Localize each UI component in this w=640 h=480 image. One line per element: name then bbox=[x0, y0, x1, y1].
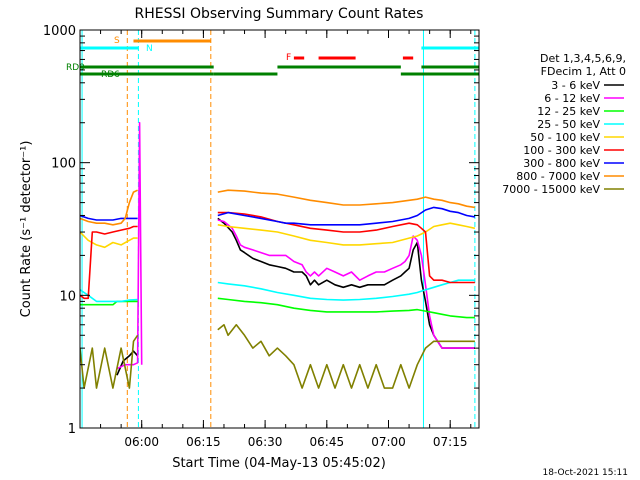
series-7-seg-1 bbox=[217, 189, 476, 209]
chart-title: RHESSI Observing Summary Count Rates bbox=[135, 6, 424, 22]
series-4-seg-1 bbox=[217, 222, 476, 246]
legend-label-0: 3 - 6 keV bbox=[551, 79, 600, 92]
series-6-seg-0 bbox=[80, 214, 138, 221]
flag-label-rd9: RD9 bbox=[66, 63, 85, 73]
series-8-seg-0 bbox=[80, 334, 139, 389]
series-1-seg-0 bbox=[116, 121, 143, 370]
series-2-seg-1 bbox=[217, 297, 475, 319]
plot-frame bbox=[79, 29, 480, 429]
flag-label-f: F bbox=[286, 53, 291, 63]
series-0-seg-1 bbox=[217, 217, 475, 349]
x-tick-label-0: 06:00 bbox=[124, 435, 159, 449]
timestamp: 18-Oct-2021 15:11 bbox=[543, 468, 628, 478]
legend-label-1: 6 - 12 keV bbox=[544, 92, 600, 105]
y-axis-ticks: 1 10 100 1000 bbox=[43, 24, 479, 437]
legend-label-8: 7000 - 15000 keV bbox=[502, 183, 600, 196]
flag-label-rd6: RD6 bbox=[101, 70, 120, 80]
legend-label-7: 800 - 7000 keV bbox=[516, 170, 600, 183]
legend-label-4: 50 - 100 keV bbox=[530, 131, 600, 144]
y-tick-label-2: 100 bbox=[51, 157, 76, 172]
legend-header-0: Det 1,3,4,5,6,9, bbox=[540, 52, 626, 65]
y-tick-label-3: 1000 bbox=[43, 24, 76, 39]
flag-label-s: S bbox=[114, 36, 120, 46]
series-5-seg-0 bbox=[80, 225, 138, 300]
y-tick-label-0: 1 bbox=[68, 422, 76, 437]
series-0-seg-0 bbox=[116, 350, 139, 376]
flag-label-n: N bbox=[146, 44, 153, 54]
legend: Det 1,3,4,5,6,9,FDecim 1, Att 03 - 6 keV… bbox=[502, 52, 626, 196]
legend-label-3: 25 - 50 keV bbox=[537, 118, 600, 131]
x-axis-ticks: 06:00 06:15 06:30 06:45 07:00 07:15 bbox=[79, 30, 472, 449]
x-tick-label-1: 06:15 bbox=[186, 435, 221, 449]
series-8-seg-1 bbox=[217, 323, 475, 389]
x-tick-label-5: 07:15 bbox=[433, 435, 468, 449]
x-tick-label-4: 07:00 bbox=[371, 435, 406, 449]
series-7-seg-0 bbox=[80, 189, 138, 226]
x-tick-label-2: 06:30 bbox=[248, 435, 283, 449]
legend-label-5: 100 - 300 keV bbox=[523, 144, 600, 157]
plot-data bbox=[80, 30, 476, 428]
x-axis-label: Start Time (04-May-13 05:45:02) bbox=[172, 456, 386, 471]
mode-flags: S N F RD9 RD6 bbox=[66, 36, 479, 80]
legend-label-2: 12 - 25 keV bbox=[537, 105, 600, 118]
y-axis-label: Count Rate (s⁻¹ detector⁻¹) bbox=[19, 141, 34, 318]
series-3-seg-1 bbox=[217, 279, 475, 301]
series-1-seg-1 bbox=[217, 219, 475, 349]
series-3-seg-0 bbox=[80, 289, 138, 303]
x-tick-label-3: 06:45 bbox=[310, 435, 345, 449]
legend-header-1: FDecim 1, Att 0 bbox=[541, 65, 626, 78]
legend-label-6: 300 - 800 keV bbox=[523, 157, 600, 170]
y-tick-label-1: 10 bbox=[59, 289, 76, 304]
series-6-seg-1 bbox=[217, 206, 476, 226]
